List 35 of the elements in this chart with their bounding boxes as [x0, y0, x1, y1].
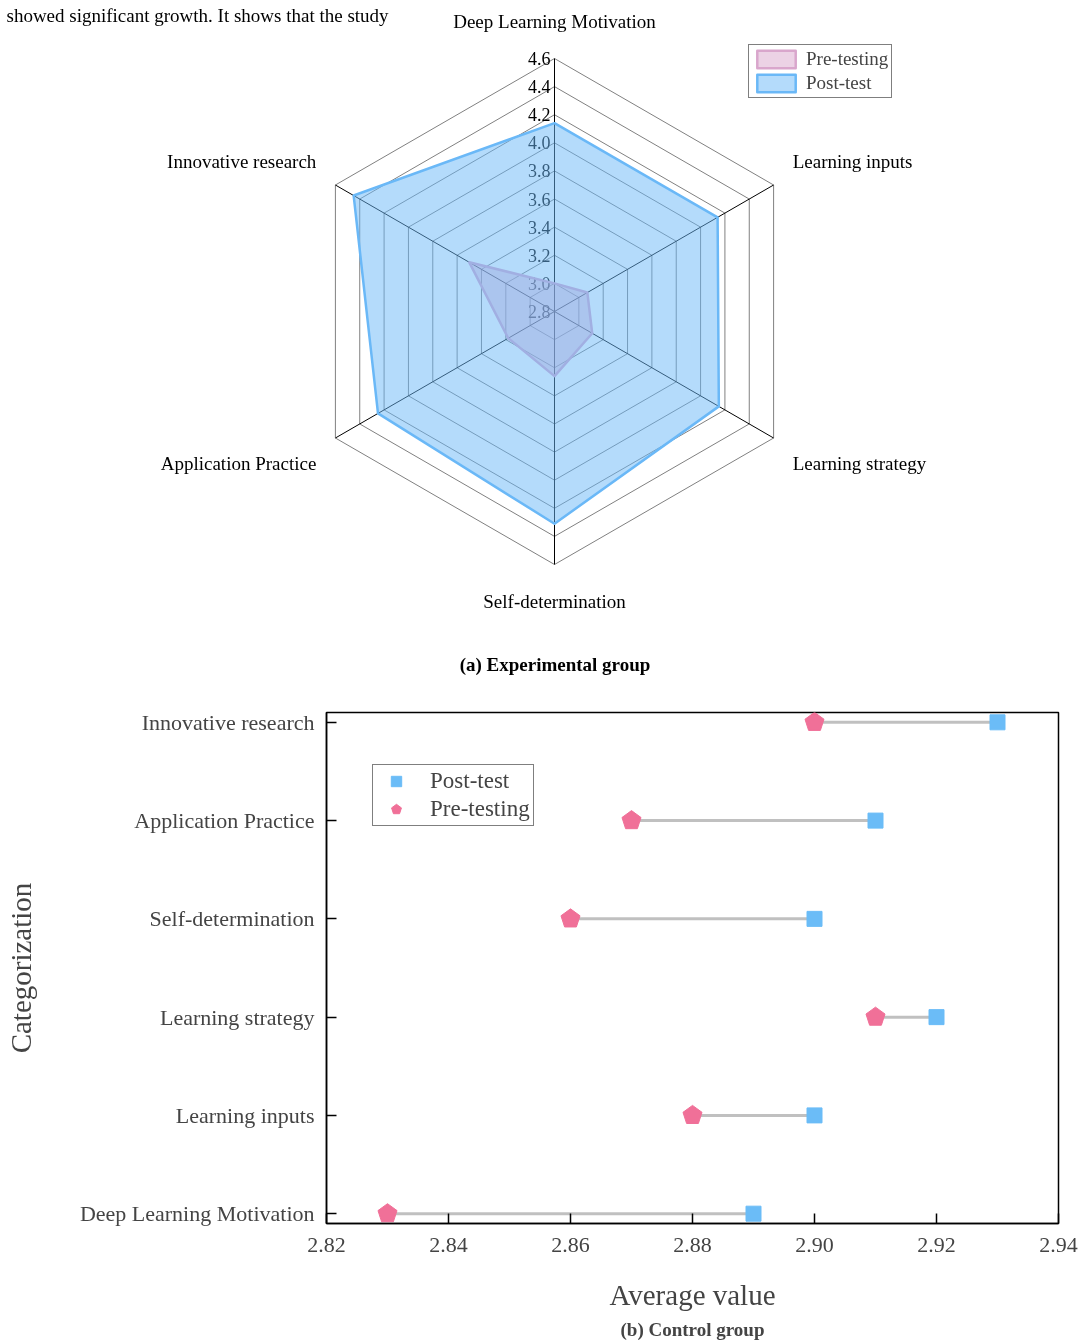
y-tick-label: 2.8 [528, 302, 551, 322]
legend-label: Post-test [806, 72, 872, 94]
y-tick-label: 3.6 [528, 189, 551, 210]
x-tick-label: 2.92 [917, 1231, 956, 1257]
y-tick-label: 3.2 [528, 245, 551, 266]
x-tick-label: 2.86 [551, 1231, 590, 1257]
y-tick-label: Deep Learning Motivation [79, 1201, 315, 1227]
y-tick-label: Self-determination [149, 906, 315, 932]
legend-label: Pre-testing [430, 796, 530, 822]
y-axis-title: Categorization [4, 882, 37, 1054]
spoke-label: Deep Learning Motivation [453, 11, 657, 32]
y-tick-label: Learning inputs [175, 1102, 315, 1128]
x-tick-label: 2.90 [795, 1231, 834, 1257]
x-tick-label: 2.94 [1039, 1231, 1078, 1257]
spoke-label: Learning strategy [792, 452, 927, 474]
spoke-label: Learning inputs [792, 150, 913, 172]
y-tick-label: 4.4 [528, 77, 551, 98]
legend-label: Post-test [430, 768, 510, 794]
y-tick-label: 4.0 [528, 133, 551, 154]
y-tick-label: 4.2 [528, 105, 551, 126]
x-axis-title: Average value [609, 1278, 776, 1311]
text: (b) Control group [620, 1318, 765, 1341]
x-tick-label: 2.88 [673, 1231, 712, 1257]
y-tick-label: Innovative research [141, 709, 315, 735]
y-tick-label: 3.8 [528, 161, 551, 182]
x-tick-label: 2.84 [429, 1231, 468, 1257]
y-tick-label: 3.4 [528, 217, 551, 238]
y-tick-label: Learning strategy [159, 1004, 315, 1030]
x-tick-label: 2.82 [307, 1231, 346, 1257]
y-tick-label: Application Practice [134, 808, 315, 834]
spoke-label: Self-determination [483, 591, 627, 612]
text: showed significant growth. It shows that the study [6, 4, 390, 26]
y-tick-label: 4.6 [528, 49, 551, 69]
text: (a) Experimental group [459, 654, 651, 676]
legend-label: Pre-testing [806, 48, 889, 70]
